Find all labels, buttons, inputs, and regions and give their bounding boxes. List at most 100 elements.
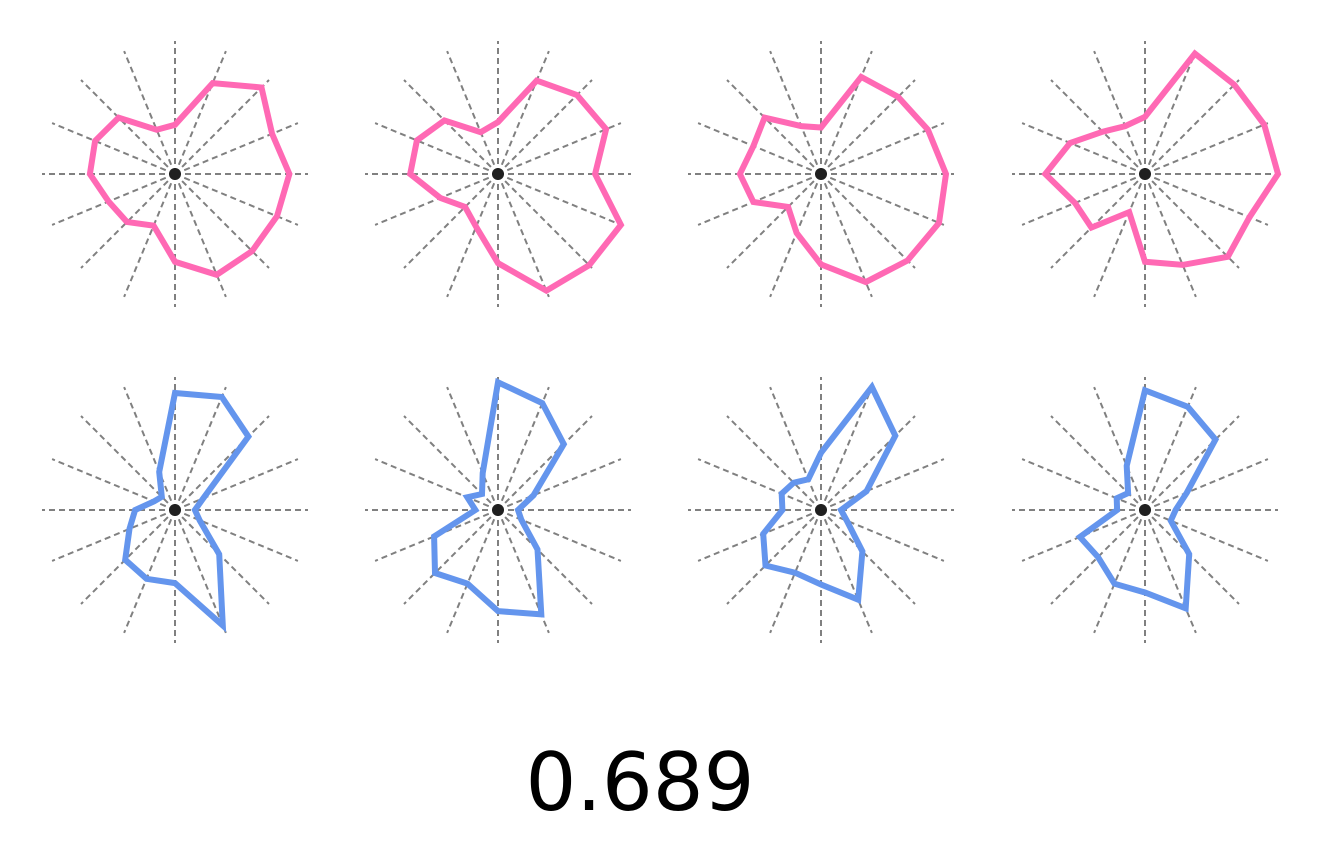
- radar-spoke: [726, 173, 822, 269]
- radar-spoke: [1021, 122, 1146, 175]
- radar-chart: [688, 41, 954, 307]
- radar-series-line: [760, 381, 899, 605]
- radar-spoke: [769, 509, 822, 634]
- radar-spoke: [80, 173, 176, 269]
- radar-spoke: [820, 79, 916, 175]
- radar-chart: [688, 377, 954, 643]
- radar-chart: [365, 41, 631, 307]
- radar-spoke: [769, 386, 822, 511]
- radar-center-hub: [169, 168, 181, 180]
- radar-spoke: [497, 173, 622, 226]
- radar-spoke: [80, 509, 176, 605]
- radar-series-line: [122, 389, 253, 633]
- radar-spoke: [697, 173, 822, 226]
- radar-spoke: [1050, 509, 1146, 605]
- radar-series-line: [406, 77, 625, 295]
- radar-spoke: [1021, 173, 1146, 226]
- radar-spoke: [726, 415, 822, 511]
- radar-series-line: [1075, 386, 1220, 613]
- radar-spoke: [51, 173, 176, 226]
- radar-spoke: [403, 173, 499, 269]
- radar-center-hub: [1139, 168, 1151, 180]
- radar-spoke: [497, 509, 593, 605]
- radar-spoke: [1144, 458, 1269, 511]
- radar-spoke: [497, 386, 550, 511]
- radar-center-hub: [169, 504, 181, 516]
- radar-spoke: [820, 173, 873, 298]
- radar-spoke: [374, 173, 499, 226]
- radar-spoke: [174, 79, 270, 175]
- radar-spoke: [497, 509, 622, 562]
- radar-spoke: [374, 458, 499, 511]
- radar-chart: [1012, 377, 1278, 643]
- radar-chart: [1012, 41, 1282, 307]
- radar-spoke: [1093, 173, 1146, 298]
- radar-spoke: [820, 458, 945, 511]
- radar-series-line: [1041, 49, 1282, 268]
- radar-spoke: [446, 50, 499, 175]
- radar-spoke: [1021, 509, 1146, 562]
- radar-spoke: [174, 173, 227, 298]
- radar-center-hub: [492, 504, 504, 516]
- radar-spoke: [697, 458, 822, 511]
- radar-spoke: [820, 386, 873, 511]
- radar-spoke: [1021, 458, 1146, 511]
- radar-spoke: [820, 415, 916, 511]
- radar-spoke: [174, 415, 270, 511]
- radar-spoke: [726, 79, 822, 175]
- radar-spoke: [497, 415, 593, 511]
- radar-center-hub: [492, 168, 504, 180]
- radar-spoke: [446, 173, 499, 298]
- radar-spoke: [403, 79, 499, 175]
- radar-chart: [365, 377, 631, 643]
- score-label: 0.689: [525, 736, 755, 829]
- radar-spoke: [1144, 122, 1269, 175]
- radar-spoke: [374, 122, 499, 175]
- radar-spoke: [80, 79, 176, 175]
- radar-chart: [42, 41, 308, 307]
- radar-spoke: [123, 50, 176, 175]
- radar-spoke: [123, 509, 176, 634]
- radar-spoke: [497, 458, 622, 511]
- radar-spoke: [446, 509, 499, 634]
- radar-spoke: [174, 509, 227, 634]
- radar-spoke: [174, 50, 227, 175]
- radar-spoke: [497, 122, 622, 175]
- radar-spoke: [446, 386, 499, 511]
- radar-spoke: [374, 509, 499, 562]
- radar-spoke: [820, 509, 945, 562]
- radar-series-line: [86, 79, 293, 279]
- radar-center-hub: [1139, 504, 1151, 516]
- radar-spoke: [1050, 415, 1146, 511]
- radar-spoke: [174, 122, 299, 175]
- radar-center-hub: [815, 168, 827, 180]
- radar-spoke: [497, 50, 550, 175]
- radar-spoke: [1093, 509, 1146, 634]
- radar-spoke: [174, 386, 227, 511]
- radar-spoke: [51, 122, 176, 175]
- radar-spoke: [1144, 50, 1197, 175]
- radar-spoke: [1050, 173, 1146, 269]
- radar-spoke: [497, 173, 550, 298]
- radar-spoke: [123, 386, 176, 511]
- radar-spoke: [1144, 509, 1240, 605]
- radar-spoke: [174, 458, 299, 511]
- radar-spoke: [174, 509, 270, 605]
- radar-spoke: [1144, 415, 1240, 511]
- radar-spoke: [1144, 173, 1197, 298]
- radar-spoke: [1093, 386, 1146, 511]
- radar-chart: [42, 377, 308, 643]
- radar-spoke: [1144, 79, 1240, 175]
- radar-spoke: [1144, 173, 1240, 269]
- radar-spoke: [697, 122, 822, 175]
- radar-spoke: [174, 509, 299, 562]
- radar-series-line: [736, 73, 950, 286]
- radar-spoke: [123, 173, 176, 298]
- radar-spoke: [697, 509, 822, 562]
- radar-spoke: [820, 173, 945, 226]
- radar-spoke: [51, 509, 176, 562]
- radar-spoke: [820, 50, 873, 175]
- radar-spoke: [1144, 509, 1269, 562]
- radar-spoke: [820, 509, 873, 634]
